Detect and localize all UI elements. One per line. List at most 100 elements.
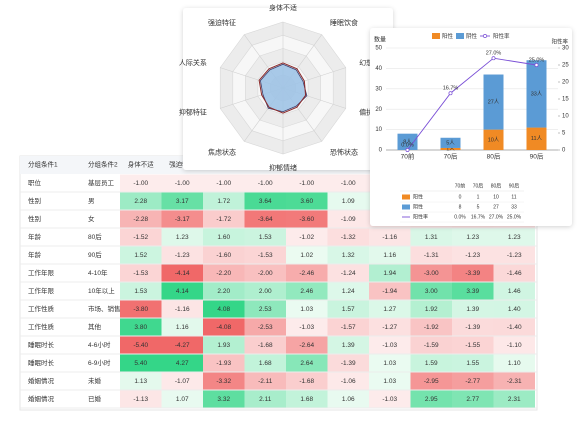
line-label: 16.7% (443, 86, 459, 92)
heat-cell (161, 372, 203, 390)
heat-cell (327, 174, 369, 192)
cell-value: 2.77 (466, 396, 479, 403)
heat-cell (493, 300, 535, 318)
line-point (534, 63, 539, 67)
group-label: 80后 (88, 232, 102, 241)
cell-value: -1.53 (258, 252, 273, 259)
data-table-header: 90后 (509, 182, 520, 189)
cell-value: 1.13 (134, 378, 147, 385)
heat-cell (452, 264, 494, 282)
cell-value: -1.53 (133, 270, 148, 277)
heat-cell (120, 390, 162, 408)
cell-value: 1.59 (425, 360, 438, 367)
heat-cell (452, 300, 494, 318)
heat-cell (203, 228, 245, 246)
x-tick-label: 80后 (487, 152, 501, 161)
cell-value: -2.31 (507, 378, 522, 385)
radar-axis-label: 强迫特征 (208, 18, 236, 27)
heat-cell (493, 318, 535, 336)
legend-label: 阴性 (466, 32, 478, 40)
group-label: 婚姻情况 (28, 394, 55, 403)
heat-cell (244, 192, 286, 210)
column-header: 强迫特征 (169, 160, 196, 169)
data-table-value: 27.0% (489, 214, 504, 220)
data-table-header: 80后 (491, 182, 502, 189)
data-table-key (402, 204, 410, 210)
line-label: 0.0% (401, 142, 414, 148)
bar-label: 27人 (488, 99, 500, 106)
heat-cell (244, 282, 286, 300)
group-label: 6-9小时 (88, 358, 111, 367)
heat-cell (120, 336, 162, 354)
heat-cell (452, 282, 494, 300)
heat-cell (203, 354, 245, 372)
group-label: 工作年限 (28, 286, 55, 295)
heat-cell (244, 372, 286, 390)
cell-value: -1.93 (216, 360, 231, 367)
heat-cell (203, 390, 245, 408)
group-label: 工作性质 (28, 322, 55, 331)
data-table-name: 阳性 (413, 193, 423, 200)
cell-value: 1.57 (342, 306, 355, 313)
cell-value: -1.68 (299, 378, 314, 385)
heat-cell (452, 318, 494, 336)
heat-cell (493, 228, 535, 246)
cell-value: -1.16 (175, 306, 190, 313)
cell-value: 2.46 (300, 288, 313, 295)
heat-cell (369, 246, 411, 264)
legend-swatch (432, 33, 440, 39)
cell-value: 2.53 (259, 306, 272, 313)
cell-value: 1.03 (383, 378, 396, 385)
radar-axis-label: 恐怖状态 (330, 148, 358, 157)
legend-swatch (456, 33, 464, 39)
cell-value: -2.20 (216, 270, 231, 277)
cell-value: -1.68 (258, 342, 273, 349)
cell-value: -1.00 (258, 180, 273, 187)
group-label: 其他 (88, 322, 102, 331)
heat-cell (327, 282, 369, 300)
cell-value: -2.00 (258, 270, 273, 277)
group-label: 基层员工 (88, 178, 115, 187)
cell-value: -1.00 (133, 180, 148, 187)
y-tick-label: 50 (375, 46, 382, 52)
heat-cell (327, 354, 369, 372)
cell-value: -3.60 (299, 216, 314, 223)
heat-cell (203, 210, 245, 228)
heat-cell (286, 318, 328, 336)
cell-value: -1.03 (299, 324, 314, 331)
cell-value: -2.46 (299, 270, 314, 277)
cell-value: -1.03 (382, 342, 397, 349)
data-table-value: 25.0% (507, 214, 522, 220)
group-label: 90后 (88, 250, 102, 259)
line-point (448, 91, 453, 96)
heat-cell (161, 246, 203, 264)
cell-value: 1.24 (342, 288, 355, 295)
line-series (407, 57, 537, 151)
radar-series (259, 63, 308, 113)
radar-axis-label: 人际关系 (179, 58, 207, 67)
bar-segment (440, 147, 461, 150)
heat-cell (327, 318, 369, 336)
data-table-value: 8 (459, 204, 462, 210)
heat-cell (493, 390, 535, 408)
cell-value: -1.24 (341, 270, 356, 277)
y-tick-label: 10 (375, 127, 382, 133)
bar-label: 1人 (446, 145, 455, 152)
cell-value: -1.00 (299, 180, 314, 187)
cell-value: 1.23 (176, 234, 189, 241)
cell-value: 1.55 (466, 360, 479, 367)
cell-value: 1.27 (383, 306, 396, 313)
heat-cell (244, 246, 286, 264)
cell-value: -1.03 (382, 396, 397, 403)
radar-axis-label: 抑郁情绪 (269, 163, 297, 172)
group-label: 年龄 (28, 250, 42, 259)
data-table-value: 33 (511, 204, 517, 210)
heat-cell (203, 336, 245, 354)
heat-cell (244, 390, 286, 408)
heat-cell (369, 282, 411, 300)
bar-label: 33人 (531, 90, 543, 97)
cell-value: -3.64 (258, 216, 273, 223)
heat-cell (244, 264, 286, 282)
heat-cell (452, 228, 494, 246)
